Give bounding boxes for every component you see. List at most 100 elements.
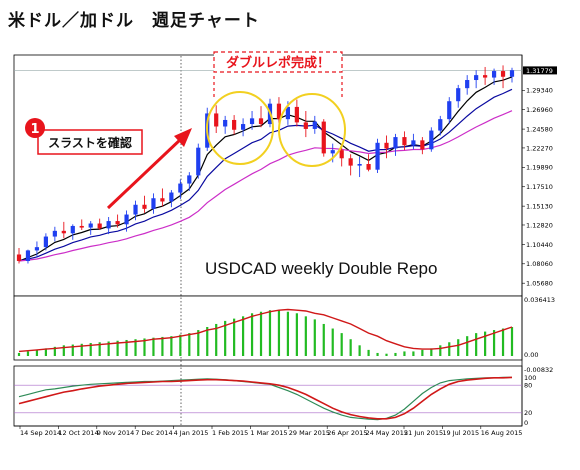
macd-bar	[116, 340, 119, 356]
bull-candle	[43, 236, 48, 248]
price-tick-label: 1.10440	[526, 241, 553, 249]
bull-candle	[88, 223, 93, 228]
macd-bar	[439, 345, 442, 356]
bear-candle	[366, 163, 371, 170]
price-tick-label: 1.24580	[526, 125, 553, 133]
price-tick-label: 1.19890	[526, 164, 553, 172]
time-tick-label: 29 Mar 2015	[289, 429, 330, 437]
macd-signal-line	[18, 308, 513, 353]
stoch-top-value: -0.00832	[524, 366, 553, 374]
macd-bar	[340, 333, 343, 356]
bull-candle	[491, 71, 497, 78]
macd-bar	[179, 334, 182, 356]
bull-candle	[375, 142, 380, 170]
macd-bar	[89, 343, 92, 356]
macd-bar	[125, 339, 128, 356]
bull-candle	[124, 214, 129, 225]
macd-bar	[501, 328, 505, 356]
macd-bar	[188, 333, 191, 356]
macd-bar	[62, 345, 65, 356]
price-tick-label: 1.05680	[526, 280, 553, 288]
time-tick-label: 19 Jul 2015	[442, 429, 479, 437]
macd-bar	[197, 330, 200, 356]
macd-bar	[295, 313, 298, 356]
bull-candle	[223, 119, 228, 127]
highlight-circle-first-repo	[206, 91, 274, 165]
macd-bar	[322, 323, 325, 356]
bear-candle	[115, 221, 120, 225]
macd-bar	[259, 311, 263, 356]
bear-candle	[276, 103, 282, 120]
macd-bar	[313, 319, 316, 356]
bull-candle	[196, 147, 201, 176]
pattern-label: ダブルレポ完成！	[226, 55, 330, 71]
bull-candle	[169, 192, 174, 202]
macd-bar	[349, 339, 352, 356]
macd-bar	[304, 316, 307, 356]
bear-candle	[339, 150, 344, 159]
highlight-circle-second-repo	[278, 93, 346, 167]
price-tick-label: 1.08060	[526, 260, 553, 268]
bear-candle	[61, 230, 66, 234]
bull-candle	[70, 225, 75, 234]
macd-bar	[233, 318, 236, 356]
bear-candle	[79, 225, 84, 228]
bear-candle	[294, 106, 299, 123]
macd-bar	[170, 336, 173, 356]
bear-candle	[402, 137, 407, 146]
bull-candle	[25, 250, 31, 262]
thrust-arrow-shaft	[106, 136, 184, 210]
macd-bar	[403, 351, 406, 356]
macd-bar	[250, 313, 254, 356]
stoch-80-label: 80	[524, 382, 532, 390]
bear-candle	[483, 75, 488, 78]
macd-bar	[17, 352, 21, 356]
macd-bar	[53, 346, 56, 356]
macd-bar	[475, 333, 478, 356]
current-price-marker	[523, 66, 557, 75]
time-tick-label: 14 Sep 2014	[20, 429, 61, 437]
macd-bar	[35, 349, 39, 356]
macd-bar	[286, 311, 290, 356]
thrust-number-badge	[25, 118, 45, 138]
macd-bar	[152, 337, 155, 356]
bull-candle	[106, 221, 111, 229]
bull-candle	[357, 163, 362, 166]
bull-candle	[393, 137, 398, 149]
macd-bar	[277, 310, 281, 356]
time-tick-label: 12 Oct 2014	[58, 429, 98, 437]
macd-top-label: 0.036413	[524, 296, 555, 304]
macd-bar	[421, 349, 424, 356]
bull-candle	[187, 175, 192, 184]
bear-candle	[258, 118, 264, 125]
thrust-label: スラストを確認	[48, 135, 132, 150]
macd-histogram	[17, 310, 514, 356]
time-tick-label: 7 Dec 2014	[135, 429, 172, 437]
time-tick-label: 1 Mar 2015	[250, 429, 287, 437]
macd-bar	[107, 341, 110, 356]
macd-bar	[331, 328, 334, 356]
bull-candle	[456, 88, 461, 102]
macd-bar	[484, 331, 487, 356]
macd-bar	[98, 342, 101, 356]
bear-candle	[97, 223, 102, 229]
bear-candle	[16, 254, 22, 262]
macd-bar	[385, 353, 388, 356]
bear-candle	[500, 71, 506, 77]
bear-candle	[160, 198, 165, 202]
bull-candle	[465, 80, 470, 89]
bear-candle	[321, 121, 326, 154]
macd-bar	[466, 336, 469, 356]
bull-candle	[249, 118, 255, 125]
bear-candle	[303, 122, 308, 129]
bull-candle	[151, 198, 156, 209]
bull-candle	[178, 183, 183, 193]
macd-bar	[510, 327, 514, 356]
bull-candle	[509, 70, 515, 77]
bull-candle	[52, 230, 57, 237]
price-tick-label: 1.29340	[526, 87, 553, 95]
bull-candle	[312, 121, 317, 129]
macd-bar	[161, 336, 164, 356]
macd-bar	[80, 343, 83, 356]
stoch-panel-frame	[13, 365, 523, 427]
